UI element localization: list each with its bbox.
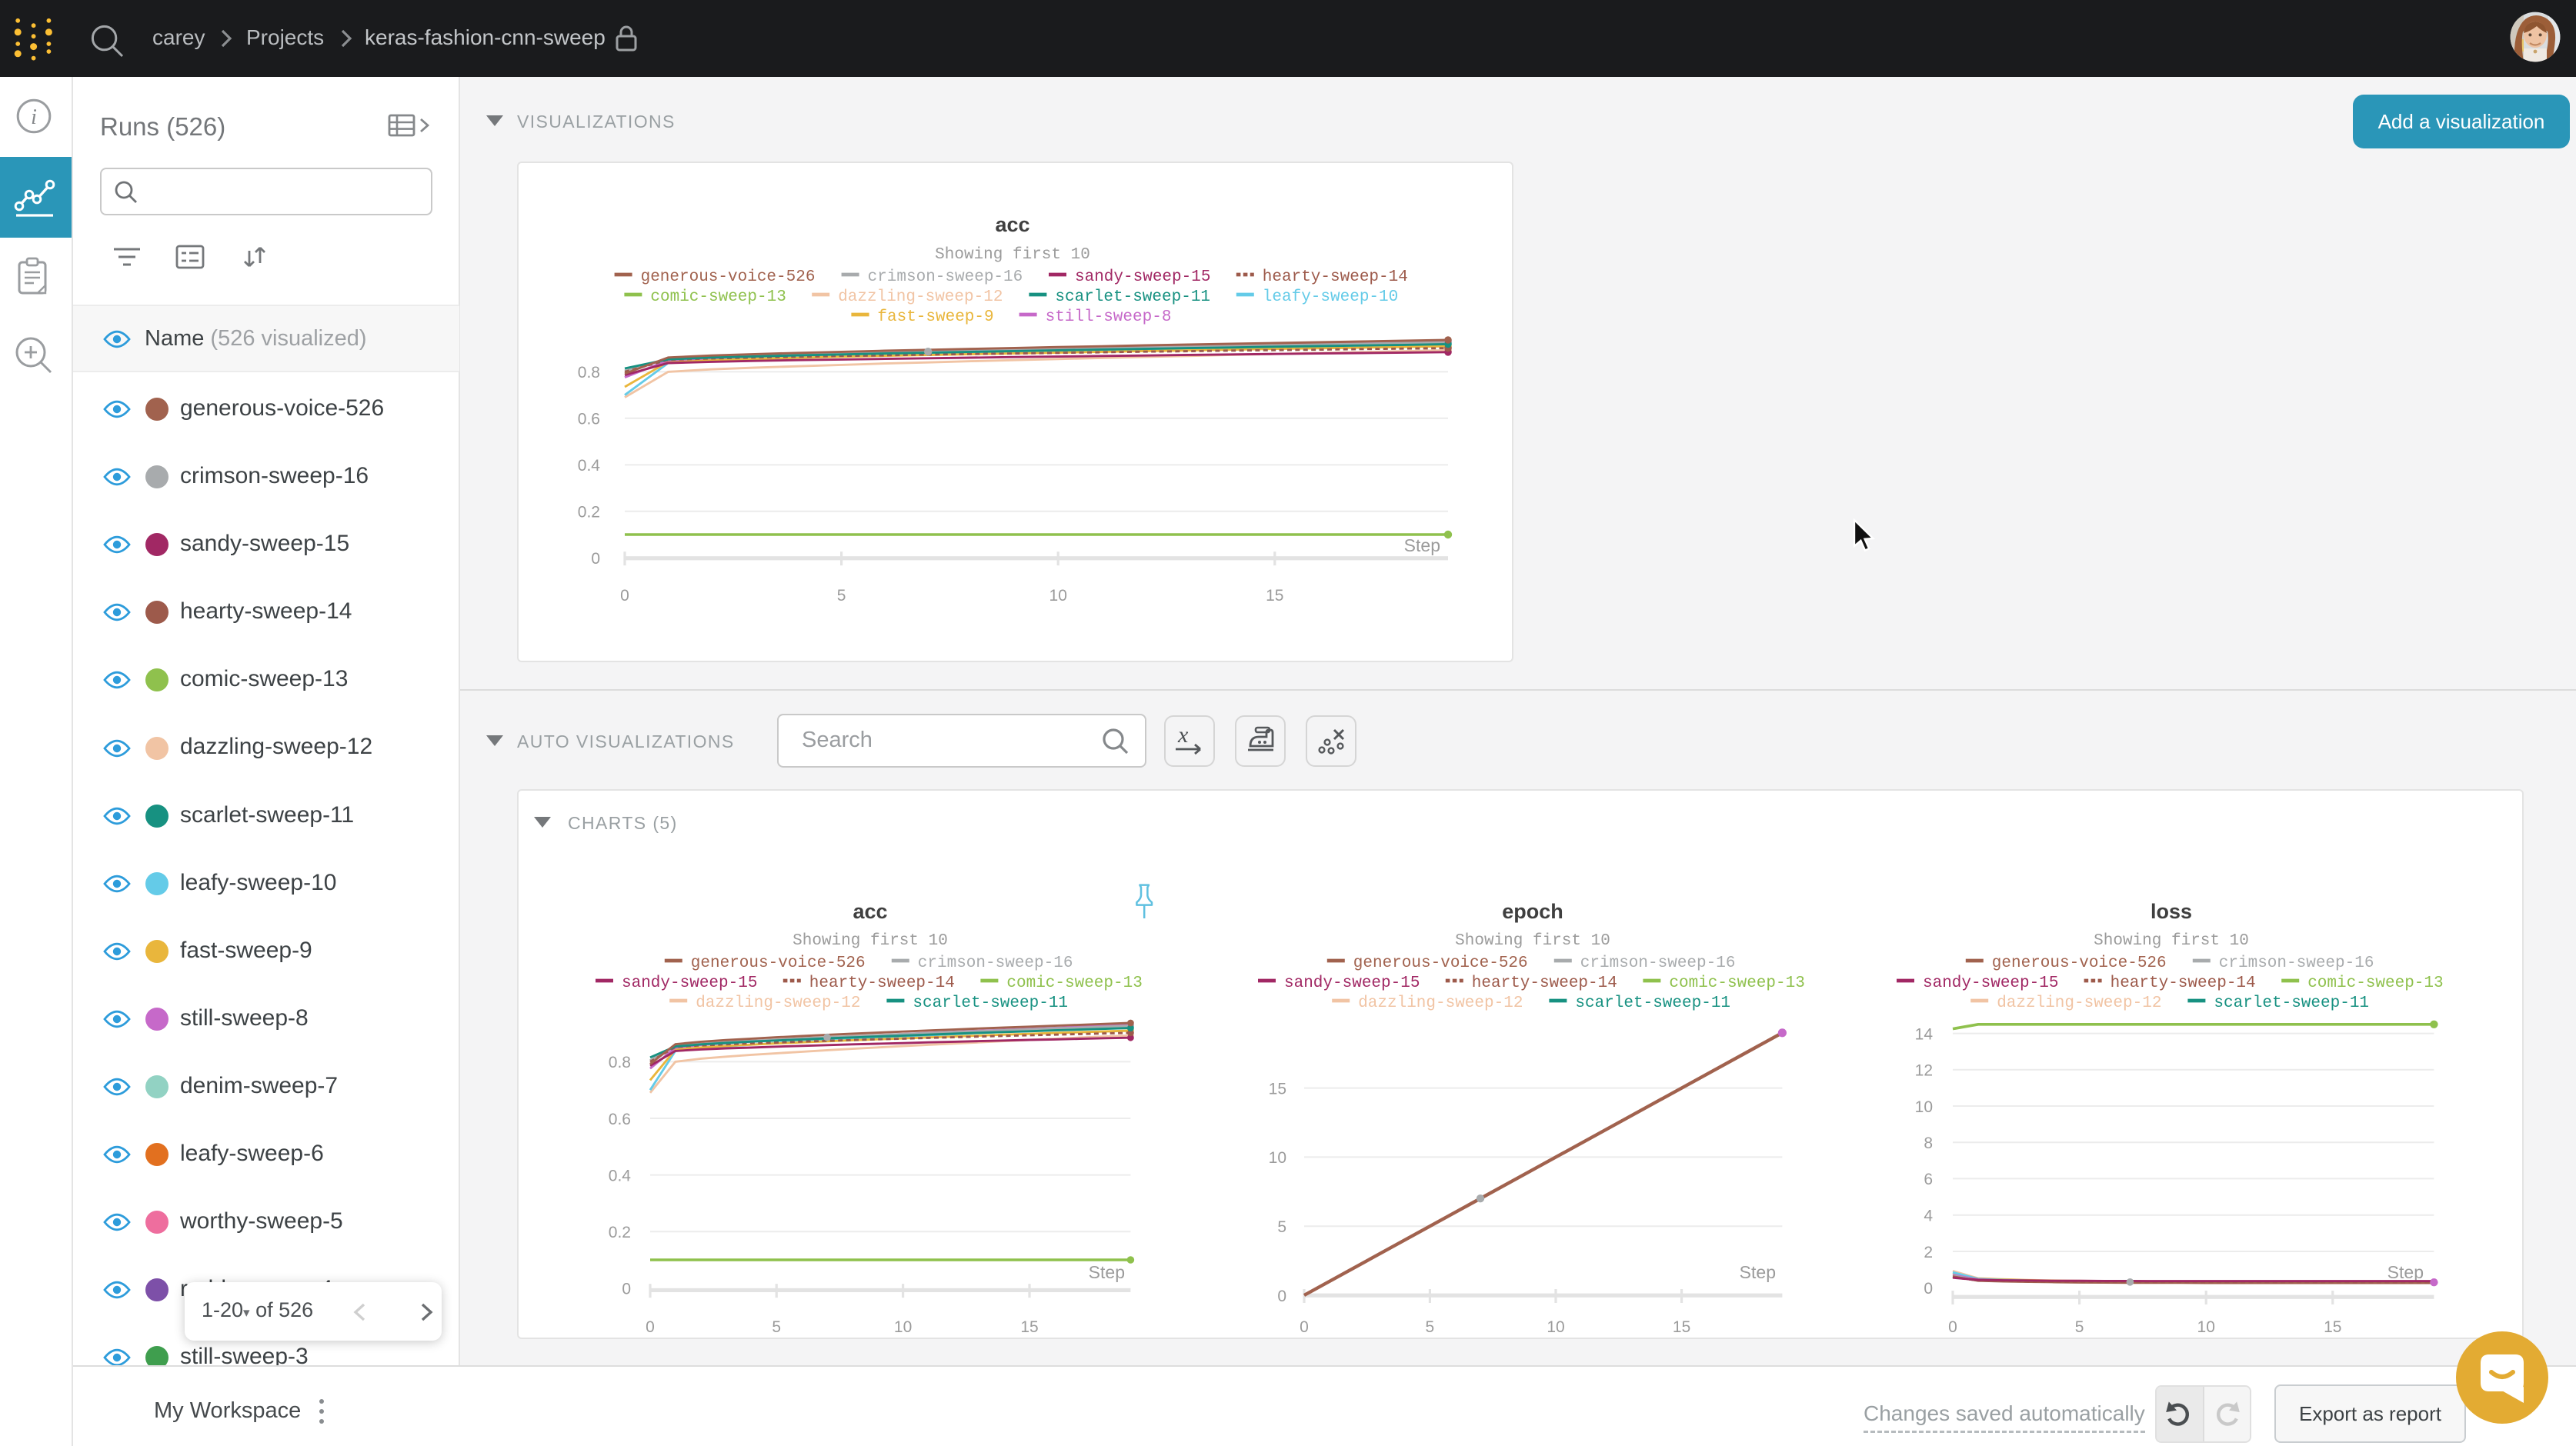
svg-text:sandy-sweep-15: sandy-sweep-15 — [1075, 268, 1210, 286]
svg-text:loss: loss — [2151, 900, 2192, 923]
svg-text:10: 10 — [894, 1318, 912, 1336]
svg-text:hearty-sweep-14: hearty-sweep-14 — [2111, 975, 2256, 992]
svg-text:0: 0 — [1948, 1318, 1957, 1336]
svg-text:Showing first 10: Showing first 10 — [2094, 932, 2249, 950]
svg-text:generous-voice-526: generous-voice-526 — [1353, 955, 1528, 972]
svg-text:10: 10 — [1049, 587, 1067, 605]
svg-text:crimson-sweep-16: crimson-sweep-16 — [1580, 955, 1736, 972]
svg-text:0.2: 0.2 — [578, 504, 600, 521]
svg-text:Step: Step — [1089, 1262, 1125, 1282]
svg-text:5: 5 — [772, 1318, 781, 1336]
svg-text:generous-voice-526: generous-voice-526 — [641, 268, 816, 286]
svg-text:0.2: 0.2 — [609, 1224, 631, 1241]
svg-text:4: 4 — [1924, 1208, 1933, 1225]
svg-text:14: 14 — [1915, 1025, 1934, 1043]
svg-text:15: 15 — [1266, 587, 1283, 605]
svg-text:0.4: 0.4 — [578, 457, 601, 475]
svg-text:dazzling-sweep-12: dazzling-sweep-12 — [1358, 995, 1523, 1012]
svg-text:0: 0 — [1277, 1288, 1286, 1305]
svg-text:5: 5 — [1426, 1318, 1435, 1336]
svg-text:0.4: 0.4 — [609, 1167, 632, 1184]
svg-text:Showing first 10: Showing first 10 — [935, 246, 1090, 264]
svg-text:hearty-sweep-14: hearty-sweep-14 — [1263, 268, 1408, 286]
svg-text:0.8: 0.8 — [578, 364, 600, 381]
svg-text:hearty-sweep-14: hearty-sweep-14 — [1472, 975, 1617, 992]
svg-text:10: 10 — [1915, 1098, 1933, 1116]
svg-text:0: 0 — [1300, 1318, 1309, 1336]
svg-text:epoch: epoch — [1502, 900, 1563, 923]
svg-text:comic-sweep-13: comic-sweep-13 — [650, 288, 786, 306]
svg-text:scarlet-sweep-11: scarlet-sweep-11 — [1055, 288, 1210, 306]
svg-text:scarlet-sweep-11: scarlet-sweep-11 — [1575, 995, 1730, 1012]
svg-text:Showing first 10: Showing first 10 — [792, 932, 948, 950]
svg-text:8: 8 — [1924, 1134, 1933, 1152]
svg-text:Step: Step — [2387, 1262, 2424, 1282]
svg-text:crimson-sweep-16: crimson-sweep-16 — [2219, 955, 2374, 972]
svg-text:Showing first 10: Showing first 10 — [1455, 932, 1610, 950]
svg-text:15: 15 — [1020, 1318, 1038, 1336]
svg-text:0.8: 0.8 — [609, 1054, 631, 1071]
svg-text:10: 10 — [1269, 1149, 1286, 1167]
svg-text:0.6: 0.6 — [578, 411, 600, 428]
svg-text:still-sweep-8: still-sweep-8 — [1046, 308, 1172, 326]
svg-text:0: 0 — [620, 587, 629, 605]
svg-text:12: 12 — [1915, 1062, 1933, 1080]
svg-text:comic-sweep-13: comic-sweep-13 — [2307, 975, 2443, 992]
svg-text:0: 0 — [646, 1318, 655, 1336]
svg-text:scarlet-sweep-11: scarlet-sweep-11 — [2214, 995, 2369, 1012]
svg-text:hearty-sweep-14: hearty-sweep-14 — [809, 975, 955, 992]
svg-text:scarlet-sweep-11: scarlet-sweep-11 — [913, 995, 1068, 1012]
svg-text:0: 0 — [622, 1281, 631, 1298]
svg-text:5: 5 — [837, 587, 846, 605]
svg-text:sandy-sweep-15: sandy-sweep-15 — [622, 975, 757, 992]
svg-text:i: i — [31, 105, 37, 129]
svg-text:dazzling-sweep-12: dazzling-sweep-12 — [838, 288, 1003, 306]
svg-text:5: 5 — [2075, 1318, 2084, 1336]
svg-text:sandy-sweep-15: sandy-sweep-15 — [1284, 975, 1420, 992]
svg-text:10: 10 — [2197, 1318, 2215, 1336]
svg-text:generous-voice-526: generous-voice-526 — [1992, 955, 2167, 972]
svg-text:6: 6 — [1924, 1171, 1933, 1188]
svg-text:crimson-sweep-16: crimson-sweep-16 — [868, 268, 1023, 286]
svg-text:Step: Step — [1740, 1262, 1776, 1282]
svg-text:acc: acc — [853, 900, 887, 923]
svg-text:15: 15 — [1269, 1080, 1286, 1098]
svg-text:leafy-sweep-10: leafy-sweep-10 — [1263, 288, 1398, 306]
svg-text:10: 10 — [1547, 1318, 1564, 1336]
svg-text:0: 0 — [591, 550, 600, 568]
svg-text:Step: Step — [1404, 535, 1440, 555]
svg-text:15: 15 — [1673, 1318, 1690, 1336]
svg-text:fast-sweep-9: fast-sweep-9 — [877, 308, 993, 326]
svg-text:comic-sweep-13: comic-sweep-13 — [1006, 975, 1142, 992]
svg-text:0: 0 — [1924, 1280, 1933, 1298]
svg-text:generous-voice-526: generous-voice-526 — [691, 955, 866, 972]
svg-text:5: 5 — [1277, 1218, 1286, 1236]
svg-text:x: x — [1177, 724, 1189, 748]
svg-text:sandy-sweep-15: sandy-sweep-15 — [1923, 975, 2058, 992]
svg-text:2: 2 — [1924, 1244, 1933, 1261]
svg-text:0.6: 0.6 — [609, 1111, 631, 1128]
svg-text:dazzling-sweep-12: dazzling-sweep-12 — [1997, 995, 2161, 1012]
svg-text:dazzling-sweep-12: dazzling-sweep-12 — [696, 995, 860, 1012]
svg-text:crimson-sweep-16: crimson-sweep-16 — [918, 955, 1073, 972]
svg-text:comic-sweep-13: comic-sweep-13 — [1669, 975, 1804, 992]
svg-text:15: 15 — [2324, 1318, 2341, 1336]
svg-text:acc: acc — [995, 213, 1029, 236]
